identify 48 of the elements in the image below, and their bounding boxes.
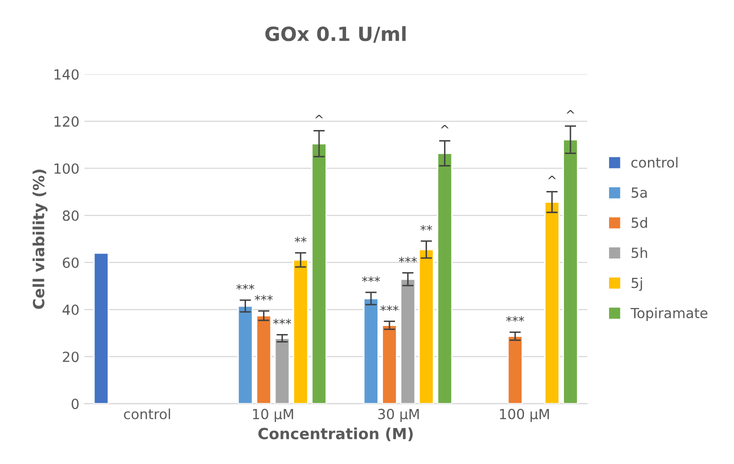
y-tick-label: 80 (62, 210, 79, 221)
annotation: *** (273, 318, 292, 324)
y-tick-label: 0 (72, 398, 79, 410)
x-axis-title: Concentration (M) (258, 428, 413, 442)
annotation: *** (254, 294, 273, 301)
bar (274, 338, 290, 404)
x-tick-label: control (124, 408, 170, 420)
annotation: ** (420, 225, 432, 231)
legend-label: Topiramate (630, 308, 708, 321)
annotation: ^ (566, 110, 574, 114)
annotation: *** (506, 316, 524, 322)
bar (400, 278, 416, 404)
bar (93, 252, 110, 404)
bar (436, 152, 453, 404)
y-axis-title: Cell viability (%) (32, 170, 48, 309)
y-tick-label: 20 (62, 352, 79, 362)
y-tick-label: 40 (62, 304, 79, 316)
bar (562, 138, 578, 404)
bar (311, 142, 327, 404)
chart-title: GOx 0.1 U/ml (265, 26, 406, 43)
annotation: *** (380, 305, 398, 311)
bar (507, 335, 524, 404)
x-tick-label: 100 µM (500, 408, 549, 422)
annotation: ^ (315, 114, 323, 118)
annotation: *** (236, 284, 254, 290)
bar (418, 248, 434, 404)
y-tick-label: 140 (54, 69, 79, 80)
bar (256, 314, 272, 404)
x-tick-label: 30 µM (378, 408, 419, 422)
bar (292, 259, 308, 404)
y-tick-label: 100 (54, 163, 79, 174)
bar (237, 305, 254, 404)
bar (544, 201, 560, 404)
legend-label: 5j (632, 277, 642, 291)
annotation: ^ (548, 176, 556, 180)
annotation: ** (294, 236, 306, 242)
legend-label: 5d (632, 217, 647, 228)
annotation: *** (398, 256, 417, 263)
x-tick-label: 10 µM (253, 408, 294, 422)
legend-label: 5h (632, 247, 648, 258)
bar (382, 324, 398, 404)
annotation: ^ (440, 124, 449, 128)
legend-label: 5a (632, 188, 647, 198)
y-tick-label: 120 (54, 116, 79, 127)
annotation: *** (362, 276, 380, 282)
y-tick-label: 60 (62, 257, 79, 268)
bar (363, 298, 379, 404)
legend-label: control (631, 156, 678, 168)
